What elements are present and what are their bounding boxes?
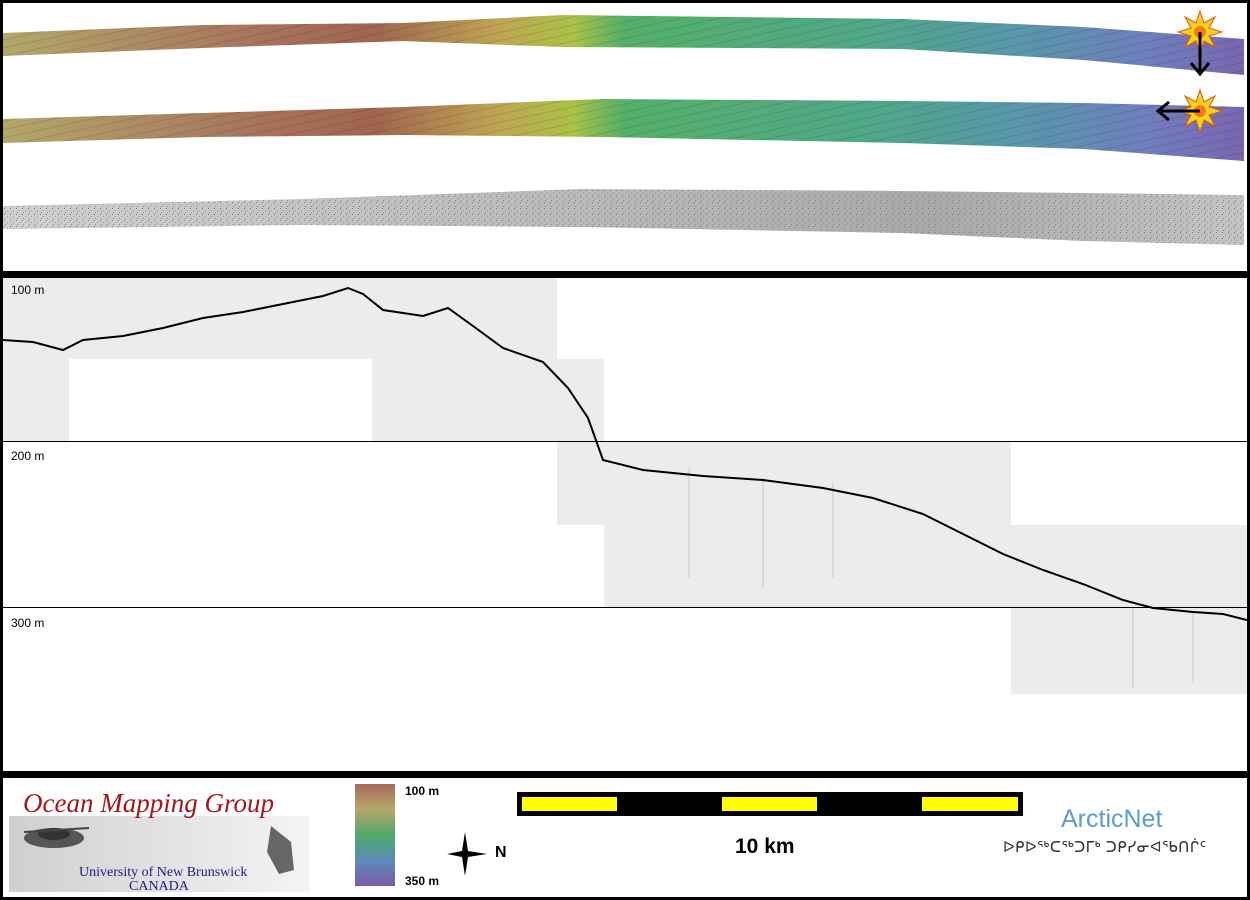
omg-university: University of New Brunswick bbox=[79, 865, 248, 880]
profile-image bbox=[3, 278, 1247, 694]
arrow-down-icon bbox=[1189, 32, 1211, 77]
north-arrow-label: N bbox=[495, 844, 507, 861]
swath-panel bbox=[3, 3, 1247, 271]
seismic-profile-panel: 100 m 200 m 300 m bbox=[3, 278, 1247, 771]
omg-country: CANADA bbox=[129, 879, 189, 894]
legend-footer: Ocean Mapping Group University of New Br… bbox=[3, 778, 1247, 897]
scale-bar-label: 10 km bbox=[735, 835, 795, 858]
depth-gridline-300 bbox=[3, 607, 1247, 608]
arcticnet-syllabics: ᐅᑭᐅᖅᑕᖅᑐᒥᒃ ᑐᑭᓯᓂᐊᖃᑎᒌᑦ bbox=[1003, 839, 1207, 856]
arrow-left-icon bbox=[1155, 100, 1200, 122]
swath-map bbox=[3, 9, 1244, 245]
ocean-mapping-group-logo: Ocean Mapping Group University of New Br… bbox=[9, 782, 309, 894]
seafloor-reflector-line bbox=[3, 286, 1247, 621]
north-arrow-icon bbox=[447, 832, 487, 876]
depth-label-200: 200 m bbox=[11, 449, 45, 463]
depth-gridline-200 bbox=[3, 441, 1247, 442]
scale-bar bbox=[517, 792, 1023, 816]
depth-label-100: 100 m bbox=[11, 283, 45, 297]
depth-colorbar bbox=[355, 784, 395, 886]
depth-label-300: 300 m bbox=[11, 616, 45, 630]
omg-title: Ocean Mapping Group bbox=[23, 788, 274, 818]
colorbar-bottom-label: 350 m bbox=[405, 874, 440, 888]
colorbar-top-label: 100 m bbox=[405, 784, 440, 798]
arcticnet-title: ArcticNet bbox=[1061, 805, 1163, 833]
